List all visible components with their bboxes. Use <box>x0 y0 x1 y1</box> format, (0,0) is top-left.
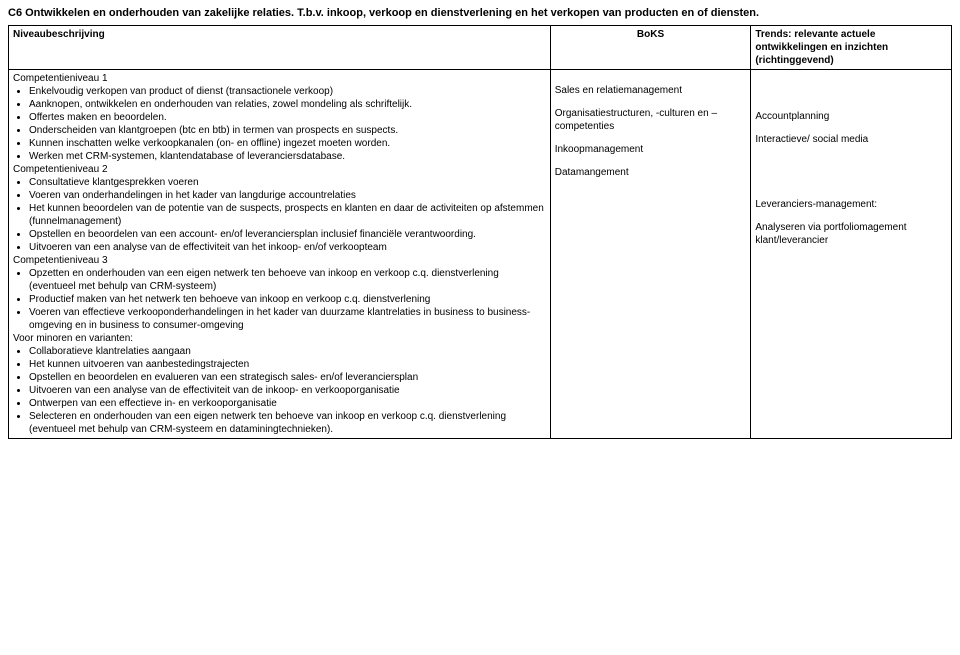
boks-item: Datamangement <box>555 166 747 179</box>
list-item: Productief maken van het netwerk ten beh… <box>29 293 546 306</box>
boks-item: Sales en relatiemanagement <box>555 84 747 97</box>
trends-cell: Accountplanning Interactieve/ social med… <box>751 69 952 438</box>
header-row: Niveaubeschrijving BoKS Trends: relevant… <box>9 25 952 69</box>
trends-item: Interactieve/ social media <box>755 133 947 146</box>
list-item: Offertes maken en beoordelen. <box>29 111 546 124</box>
list-item: Opzetten en onderhouden van een eigen ne… <box>29 267 546 293</box>
list-item: Het kunnen uitvoeren van aanbestedingstr… <box>29 358 546 371</box>
list-item: Opstellen en beoordelen en evalueren van… <box>29 371 546 384</box>
list-item: Ontwerpen van een effectieve in- en verk… <box>29 397 546 410</box>
list-item: Uitvoeren van een analyse van de effecti… <box>29 241 546 254</box>
list-item: Selecteren en onderhouden van een eigen … <box>29 410 546 436</box>
header-trends: Trends: relevante actuele ontwikkelingen… <box>751 25 952 69</box>
level1-heading: Competentieniveau 1 <box>13 72 546 85</box>
trends-item: Analyseren via portfoliomagement klant/l… <box>755 221 947 247</box>
document-title: C6 Ontwikkelen en onderhouden van zakeli… <box>8 6 952 21</box>
boks-item: Inkoopmanagement <box>555 143 747 156</box>
content-row: Competentieniveau 1 Enkelvoudig verkopen… <box>9 69 952 438</box>
list-item: Kunnen inschatten welke verkoopkanalen (… <box>29 137 546 150</box>
list-item: Uitvoeren van een analyse van de effecti… <box>29 384 546 397</box>
level3-heading: Competentieniveau 3 <box>13 254 546 267</box>
list-item: Opstellen en beoordelen van een account-… <box>29 228 546 241</box>
page: C6 Ontwikkelen en onderhouden van zakeli… <box>0 0 960 445</box>
minoren-heading: Voor minoren en varianten: <box>13 332 546 345</box>
minoren-list: Collaboratieve klantrelaties aangaan Het… <box>13 345 546 436</box>
trends-block: Accountplanning Interactieve/ social med… <box>755 72 947 247</box>
list-item: Onderscheiden van klantgroepen (btc en b… <box>29 124 546 137</box>
trends-item: Leveranciers-management: <box>755 198 947 211</box>
list-item: Collaboratieve klantrelaties aangaan <box>29 345 546 358</box>
list-item: Werken met CRM-systemen, klantendatabase… <box>29 150 546 163</box>
header-niveaubeschrijving: Niveaubeschrijving <box>9 25 551 69</box>
level3-list: Opzetten en onderhouden van een eigen ne… <box>13 267 546 332</box>
trends-item: Accountplanning <box>755 110 947 123</box>
boks-item: Organisatiestructuren, -culturen en –com… <box>555 107 747 133</box>
niveaubeschrijving-cell: Competentieniveau 1 Enkelvoudig verkopen… <box>9 69 551 438</box>
level2-heading: Competentieniveau 2 <box>13 163 546 176</box>
level2-list: Consultatieve klantgesprekken voeren Voe… <box>13 176 546 254</box>
list-item: Voeren van onderhandelingen in het kader… <box>29 189 546 202</box>
list-item: Enkelvoudig verkopen van product of dien… <box>29 85 546 98</box>
level1-list: Enkelvoudig verkopen van product of dien… <box>13 85 546 163</box>
boks-cell: Sales en relatiemanagement Organisatiest… <box>550 69 751 438</box>
list-item: Consultatieve klantgesprekken voeren <box>29 176 546 189</box>
list-item: Voeren van effectieve verkooponderhandel… <box>29 306 546 332</box>
boks-block: Sales en relatiemanagement Organisatiest… <box>555 72 747 179</box>
list-item: Het kunnen beoordelen van de potentie va… <box>29 202 546 228</box>
list-item: Aanknopen, ontwikkelen en onderhouden va… <box>29 98 546 111</box>
header-boks: BoKS <box>550 25 751 69</box>
competence-table: Niveaubeschrijving BoKS Trends: relevant… <box>8 25 952 439</box>
